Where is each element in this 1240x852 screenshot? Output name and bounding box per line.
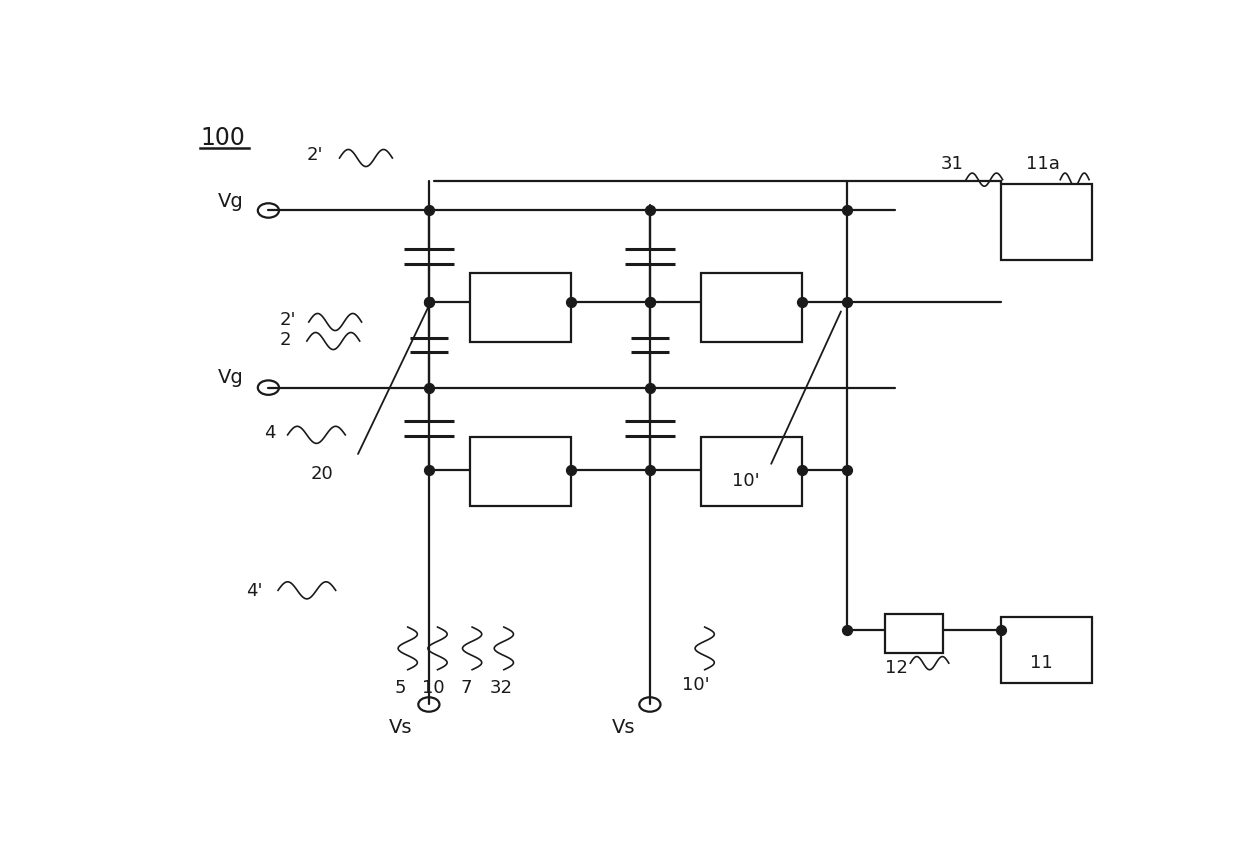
Text: 10': 10': [682, 676, 709, 694]
Point: [837, 204, 857, 217]
Point: [640, 381, 660, 394]
Text: 12: 12: [885, 659, 908, 677]
Text: 4: 4: [264, 424, 275, 442]
Text: 2': 2': [306, 146, 324, 164]
Bar: [1001, 184, 1092, 260]
Point: [640, 204, 660, 217]
Point: [419, 204, 439, 217]
Bar: [701, 273, 802, 342]
Text: 5: 5: [394, 679, 405, 697]
Point: [640, 463, 660, 476]
Point: [419, 296, 439, 309]
Point: [837, 624, 857, 637]
Text: Vs: Vs: [611, 718, 635, 737]
Text: 32: 32: [490, 679, 512, 697]
Text: 100: 100: [200, 126, 246, 150]
Text: 2': 2': [280, 311, 296, 329]
Point: [792, 296, 812, 309]
Point: [562, 463, 582, 476]
Point: [640, 296, 660, 309]
Bar: [701, 437, 802, 506]
Text: Vg: Vg: [217, 193, 243, 211]
Point: [640, 296, 660, 309]
Text: Vs: Vs: [388, 718, 412, 737]
Bar: [1001, 617, 1092, 682]
Bar: [885, 614, 944, 653]
Point: [419, 463, 439, 476]
Text: 7: 7: [460, 679, 472, 697]
Text: 31: 31: [941, 155, 963, 173]
Text: 10: 10: [422, 679, 445, 697]
Bar: [470, 273, 572, 342]
Text: 11a: 11a: [1025, 155, 1059, 173]
Text: 4': 4': [247, 582, 263, 600]
Point: [991, 624, 1011, 637]
Point: [419, 381, 439, 394]
Bar: [470, 437, 572, 506]
Point: [562, 296, 582, 309]
Point: [837, 463, 857, 476]
Point: [419, 296, 439, 309]
Text: 10': 10': [732, 472, 759, 490]
Point: [837, 296, 857, 309]
Text: 11: 11: [1029, 653, 1053, 671]
Text: 20: 20: [311, 465, 334, 483]
Point: [792, 463, 812, 476]
Text: 2: 2: [280, 331, 291, 349]
Text: Vg: Vg: [217, 368, 243, 387]
